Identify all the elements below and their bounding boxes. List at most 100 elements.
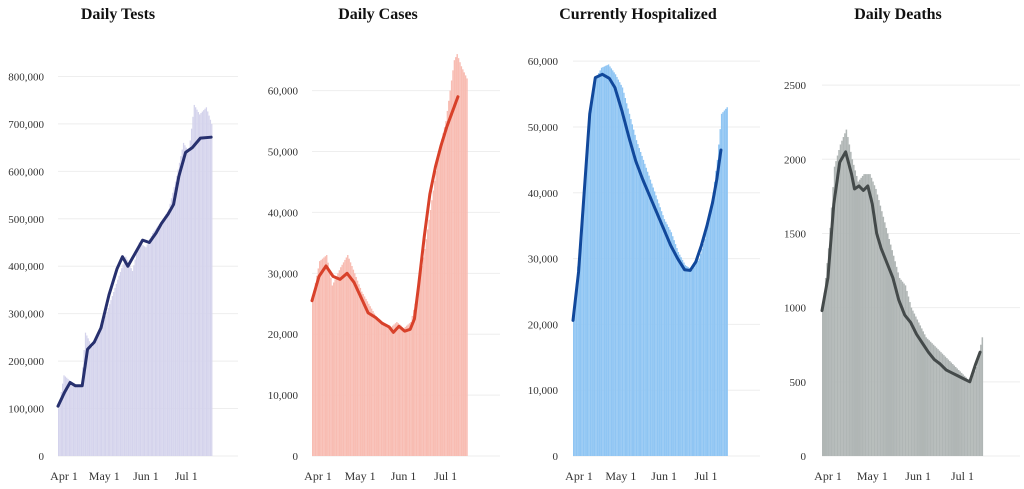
bar [578, 249, 580, 456]
bar [726, 107, 728, 456]
bar [718, 144, 720, 456]
bar [83, 350, 85, 456]
bar [150, 235, 152, 456]
bar [584, 176, 586, 457]
bar [119, 271, 122, 456]
bar [944, 356, 947, 456]
bar [331, 285, 334, 456]
bar [903, 283, 905, 456]
bar [111, 296, 113, 456]
bar [421, 266, 423, 456]
bar [655, 195, 657, 456]
bar [857, 181, 859, 456]
bar [174, 181, 177, 456]
bar [60, 391, 62, 456]
bar [316, 275, 318, 456]
bar [92, 344, 95, 456]
bar [138, 242, 140, 456]
bar [319, 261, 321, 456]
bar [90, 344, 92, 456]
bar [916, 319, 919, 456]
bar [383, 323, 385, 456]
bar [585, 158, 587, 457]
bar [606, 65, 608, 457]
bar [348, 258, 350, 456]
bar [705, 232, 707, 456]
bar [827, 248, 830, 456]
bar [687, 267, 689, 456]
bar [362, 294, 364, 456]
chart-title: Daily Deaths [854, 6, 942, 23]
bar [887, 233, 889, 456]
bar [87, 338, 89, 456]
bar [173, 187, 175, 456]
bar [956, 368, 958, 456]
bar [617, 79, 620, 456]
bar [317, 268, 319, 456]
bar [582, 195, 585, 456]
bar [436, 161, 439, 456]
bar [581, 213, 583, 456]
bar [135, 253, 138, 456]
bar [149, 238, 151, 456]
bar [176, 176, 178, 456]
bar [932, 344, 935, 456]
bar [105, 315, 107, 456]
bar [940, 352, 942, 456]
bar [667, 226, 670, 456]
bar [913, 313, 916, 456]
average-line [56, 135, 213, 408]
bar [166, 211, 169, 456]
y-tick-label: 40,000 [268, 207, 299, 219]
bar [838, 150, 840, 456]
bar [125, 256, 127, 456]
bar [669, 229, 671, 456]
bar [407, 324, 409, 456]
bar [626, 103, 628, 456]
bar [387, 326, 390, 456]
bar [337, 273, 339, 456]
bar [835, 161, 837, 456]
bar [915, 316, 917, 456]
bar [342, 262, 345, 456]
bar [142, 245, 144, 456]
bar [72, 383, 75, 456]
bar [66, 377, 68, 456]
bar [96, 337, 99, 456]
bar [368, 303, 370, 456]
bar [826, 263, 828, 456]
x-tick-label: Jul 1 [694, 469, 717, 483]
bar [926, 338, 929, 456]
bar [659, 207, 661, 456]
chart-title: Currently Hospitalized [559, 6, 717, 23]
bar [708, 219, 710, 456]
bar [574, 300, 576, 456]
bar [340, 267, 342, 456]
bar [351, 266, 353, 456]
bar [425, 239, 428, 456]
y-tick-label: 600,000 [8, 166, 44, 178]
bar [974, 370, 976, 456]
bar [333, 282, 335, 456]
chart-title: Daily Cases [338, 6, 418, 23]
y-tick-label: 500 [790, 377, 807, 389]
bar [188, 152, 190, 456]
bar [127, 262, 130, 456]
bar [137, 248, 139, 456]
bar [946, 358, 948, 456]
bar [152, 233, 154, 456]
bar [863, 174, 865, 457]
bar [598, 73, 600, 456]
bar [429, 209, 432, 456]
bar [848, 144, 851, 456]
bar [84, 332, 87, 456]
bar [832, 187, 834, 456]
bar [117, 279, 119, 456]
bar [457, 58, 460, 457]
bar [185, 147, 187, 456]
bar [953, 365, 956, 456]
bar [829, 227, 831, 456]
bar [847, 137, 849, 456]
bar [427, 229, 429, 456]
bar [327, 262, 329, 456]
